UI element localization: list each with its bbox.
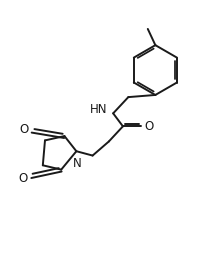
Text: HN: HN [90, 103, 108, 116]
Text: O: O [18, 172, 28, 185]
Text: O: O [145, 120, 154, 133]
Text: N: N [73, 157, 82, 170]
Text: O: O [20, 123, 29, 136]
